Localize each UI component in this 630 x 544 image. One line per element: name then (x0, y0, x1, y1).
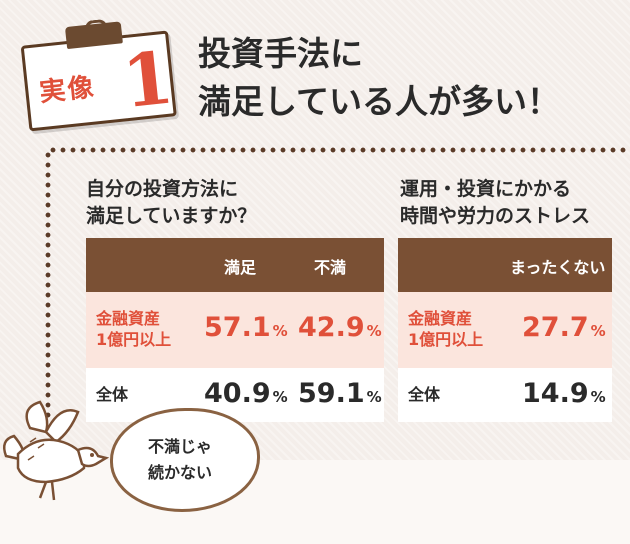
left-column-dissatisfied: 不満 (314, 258, 347, 277)
bottom-strip (0, 460, 630, 544)
left-table: 満足 不満 金融資産 1億円以上 57.1% 42.9% 全体 40.9% 59… (86, 238, 384, 422)
value-number: 59.1 (298, 378, 365, 409)
value-unit: % (366, 388, 382, 406)
speech-bubble-line1: 不満じゃ (148, 437, 213, 456)
value-number: 40.9 (204, 378, 271, 409)
left-table-header: 満足 不満 (86, 238, 384, 292)
left-subhead-line2: 満足していますか？ (86, 205, 257, 227)
left-column-satisfied: 満足 (224, 258, 257, 277)
value-number: 14.9 (522, 378, 589, 409)
value-cell: 27.7% (522, 312, 606, 343)
table-row: 全体 14.9% (398, 368, 612, 422)
headline-line1: 投資手法に (198, 34, 363, 73)
left-subhead-line1: 自分の投資方法に (86, 178, 239, 200)
dotted-border-left (45, 150, 51, 422)
right-subhead: 運用・投資にかかる 時間や労力のストレス (400, 176, 590, 230)
value-unit: % (272, 388, 288, 406)
value-unit: % (272, 322, 288, 340)
speech-bubble-text: 不満じゃ 続かない (148, 434, 212, 486)
bird-icon (3, 400, 110, 501)
value-cell: 14.9% (522, 378, 606, 409)
row-label-line2: 1億円以上 (408, 330, 484, 349)
value-unit: % (590, 388, 606, 406)
value-number: 27.7 (522, 312, 589, 343)
clipboard-badge: 実像 1 (13, 12, 183, 136)
value-number: 57.1 (204, 312, 271, 343)
table-row: 金融資産 1億円以上 57.1% 42.9% (86, 292, 384, 368)
table-row: 全体 40.9% 59.1% (86, 368, 384, 422)
value-unit: % (366, 322, 382, 340)
right-subhead-line2: 時間や労力のストレス (400, 205, 591, 227)
right-column-none: まったくない (510, 258, 606, 277)
dotted-border-top (48, 147, 630, 153)
value-cell: 57.1% (204, 312, 288, 343)
speech-bubble-line2: 続かない (148, 463, 213, 482)
badge-number: 1 (118, 34, 178, 125)
row-label: 全体 (96, 385, 129, 404)
right-table: まったくない 金融資産 1億円以上 27.7% 全体 14.9% (398, 238, 612, 422)
row-label: 金融資産 1億円以上 (96, 308, 171, 350)
speech-bubble (110, 408, 260, 512)
row-label-line1: 金融資産 (96, 309, 161, 328)
value-unit: % (590, 322, 606, 340)
right-subhead-line1: 運用・投資にかかる (400, 178, 572, 200)
row-label: 金融資産 1億円以上 (408, 308, 483, 350)
row-label: 全体 (408, 385, 441, 404)
value-number: 42.9 (298, 312, 365, 343)
badge-label: 実像 (38, 72, 97, 109)
value-cell: 59.1% (298, 378, 382, 409)
row-label-line1: 金融資産 (408, 309, 473, 328)
value-cell: 42.9% (298, 312, 382, 343)
headline: 投資手法に 満足している人が多い！ (198, 30, 560, 126)
right-table-header: まったくない (398, 238, 612, 292)
headline-line2: 満足している人が多い！ (198, 82, 561, 121)
row-label-line2: 1億円以上 (96, 330, 172, 349)
table-row: 金融資産 1億円以上 27.7% (398, 292, 612, 368)
value-cell: 40.9% (204, 378, 288, 409)
left-subhead: 自分の投資方法に 満足していますか？ (86, 176, 256, 230)
